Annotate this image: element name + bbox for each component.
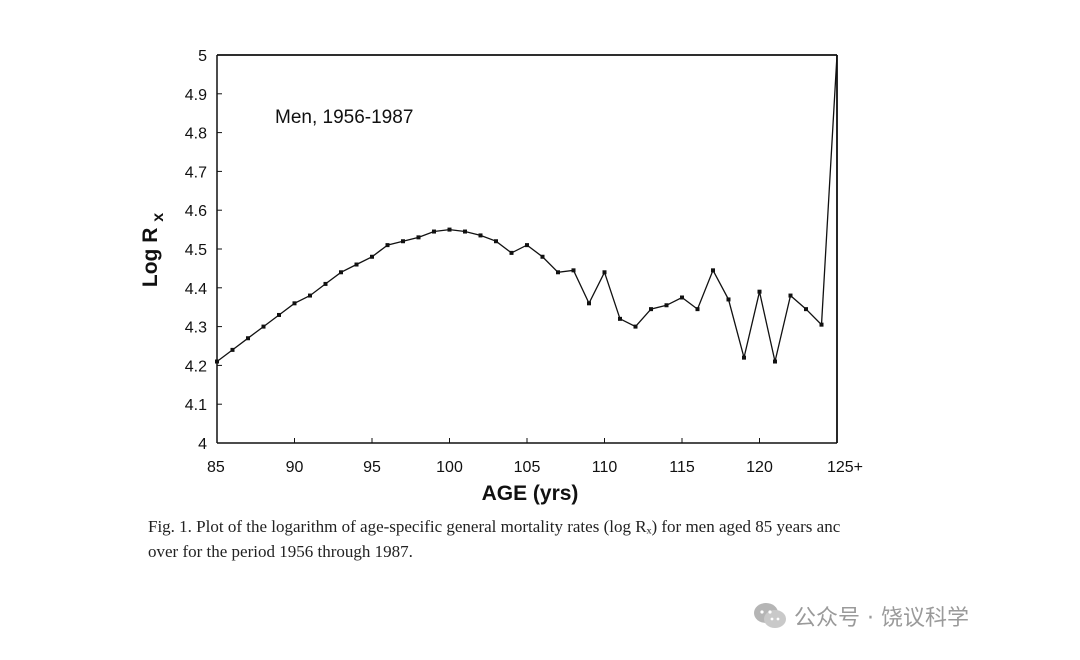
data-point	[587, 301, 591, 306]
x-tick-label: 100	[436, 459, 463, 476]
data-point	[339, 270, 343, 275]
data-point	[711, 268, 715, 273]
watermark-text: 公众号 · 饶议科学	[794, 606, 969, 631]
data-point	[649, 307, 653, 312]
series-line	[215, 54, 838, 364]
data-point	[819, 322, 824, 327]
wechat-icon	[754, 603, 786, 628]
caption-line-1: Fig. 1. Plot of the logarithm of age-spe…	[148, 517, 841, 536]
data-point	[463, 229, 467, 234]
data-point	[726, 297, 731, 302]
data-point	[478, 233, 483, 238]
data-point	[742, 355, 746, 360]
y-tick-label: 4.4	[185, 281, 207, 298]
data-point	[556, 270, 560, 275]
data-point	[788, 293, 793, 298]
figure-caption: Fig. 1. Plot of the logarithm of age-spe…	[148, 514, 1038, 564]
data-point	[401, 239, 405, 244]
y-tick-label: 4.2	[185, 358, 207, 375]
x-tick-label: 115	[669, 459, 695, 476]
data-point	[354, 262, 359, 267]
y-tick-label: 4	[198, 436, 207, 453]
data-point	[246, 336, 250, 341]
y-axis-title: Log R x	[139, 213, 167, 287]
svg-text:Log R x: Log R x	[139, 213, 167, 287]
data-point	[509, 250, 514, 255]
y-tick-label: 4.7	[185, 164, 207, 181]
data-point	[292, 301, 297, 306]
data-point	[385, 243, 390, 248]
data-point	[215, 359, 219, 364]
data-point	[571, 268, 576, 273]
y-tick-label: 4.3	[185, 320, 207, 337]
data-point	[540, 254, 545, 259]
mortality-chart: 4 4.1 4.2 4.3 4.4 4.5 4.6 4.7 4.8 4.9 5 85 90 95 100 10…	[139, 48, 863, 505]
x-tick-label: 95	[363, 459, 381, 476]
y-tick-label: 4.8	[185, 126, 207, 143]
watermark: 公众号 · 饶议科学	[752, 598, 969, 634]
data-point	[804, 307, 808, 312]
series-path	[216, 54, 838, 363]
data-point	[633, 324, 638, 329]
data-point	[602, 270, 607, 275]
data-point	[494, 239, 498, 244]
x-tick-label: 85	[207, 459, 225, 476]
data-point	[680, 295, 684, 300]
data-point	[432, 229, 436, 234]
data-point	[230, 347, 235, 352]
data-point	[695, 307, 700, 312]
data-point	[416, 235, 421, 240]
chart-annotation: Men, 1956-1987	[275, 107, 413, 128]
caption-line-2: over for the period 1956 through 1987.	[148, 542, 413, 561]
y-axis-title-main: Log R	[139, 228, 162, 287]
data-point	[447, 227, 452, 232]
x-tick-label: 120	[746, 459, 773, 476]
y-tick-label: 4.6	[185, 203, 207, 220]
x-tick-label: 125+	[827, 459, 863, 476]
data-point	[277, 312, 281, 317]
data-point	[773, 359, 777, 364]
x-tick-label: 90	[286, 459, 304, 476]
data-point	[308, 293, 312, 298]
data-point	[618, 316, 622, 321]
x-axis-title: AGE (yrs)	[482, 482, 579, 505]
y-tick-label: 4.1	[185, 397, 207, 414]
data-point	[370, 254, 374, 259]
y-tick-label: 5	[198, 48, 207, 65]
data-point	[323, 281, 328, 286]
y-tick-label: 4.5	[185, 242, 207, 259]
data-point	[757, 289, 762, 294]
data-point	[525, 243, 529, 248]
x-tick-label: 110	[592, 459, 618, 476]
x-tick-label: 105	[514, 459, 541, 476]
y-axis-title-sub: x	[150, 213, 167, 222]
data-point	[261, 324, 266, 329]
y-tick-label: 4.9	[185, 87, 207, 104]
axis-ticks: 4 4.1 4.2 4.3 4.4 4.5 4.6 4.7 4.8 4.9 5 85 90 95 100 10…	[185, 48, 863, 476]
data-point	[664, 303, 669, 308]
